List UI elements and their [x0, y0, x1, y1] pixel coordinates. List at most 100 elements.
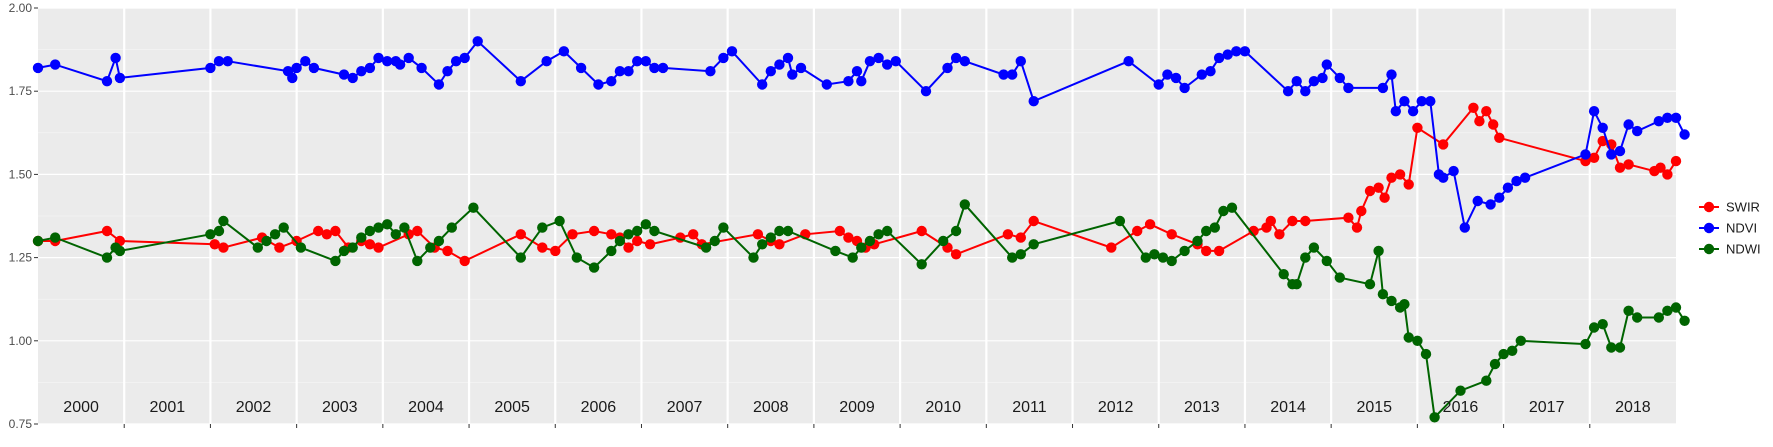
ndvi-point	[614, 66, 626, 77]
ndvi-point	[205, 62, 216, 74]
ndwi-point	[1201, 225, 1212, 237]
swir-point	[1106, 242, 1117, 253]
legend-swir-label: SWIR	[1726, 200, 1760, 215]
year-label: 2008	[753, 399, 789, 416]
swir-point	[442, 245, 453, 257]
year-label: 2017	[1529, 399, 1565, 416]
ndwi-point	[32, 235, 44, 247]
ndwi-point	[1498, 348, 1509, 360]
ndwi-point	[330, 255, 341, 267]
year-label: 2007	[667, 399, 703, 416]
ndwi-point	[1632, 312, 1643, 323]
ndwi-point	[278, 222, 289, 233]
legend: SWIR NDVI NDWI	[1699, 200, 1761, 257]
ndwi-point	[1653, 312, 1665, 323]
ndvi-point	[649, 62, 660, 74]
ndvi-point	[1196, 69, 1208, 80]
swir-point	[459, 255, 470, 267]
ndvi-point	[782, 52, 794, 64]
ndvi-point	[1162, 69, 1173, 80]
ndvi-point	[1662, 112, 1673, 124]
ndvi-point	[1606, 149, 1617, 160]
ndwi-point	[765, 232, 776, 243]
swir-point	[567, 229, 578, 240]
ndvi-point	[1291, 76, 1302, 87]
year-label: 2016	[1443, 399, 1479, 416]
ndvi-point	[442, 66, 453, 77]
ndvi-point	[821, 79, 832, 90]
ndvi-point	[1222, 49, 1233, 60]
ndwi-point	[873, 229, 884, 240]
ndwi-point	[101, 252, 113, 263]
ndwi-point	[1403, 332, 1414, 343]
ndwi-point	[748, 252, 759, 263]
ndvi-point	[623, 66, 634, 77]
ndwi-point	[338, 245, 350, 257]
legend-ndvi-marker	[1703, 222, 1715, 234]
ndwi-point	[218, 215, 229, 227]
swir-point	[950, 249, 962, 260]
ndvi-point	[1123, 56, 1134, 67]
swir-point	[1494, 132, 1505, 143]
swir-point	[1403, 179, 1414, 190]
year-label: 2018	[1615, 399, 1651, 416]
ndvi-point	[640, 56, 651, 67]
swir-point	[1213, 245, 1225, 257]
ndwi-point	[649, 225, 660, 237]
ndwi-point	[1412, 335, 1423, 346]
ndvi-point	[541, 56, 552, 67]
ndwi-point	[606, 245, 617, 257]
ndwi-point	[446, 222, 457, 233]
ndwi-point	[864, 235, 876, 247]
ndwi-point	[571, 252, 582, 263]
ndwi-point	[1278, 269, 1289, 280]
ndvi-point	[558, 46, 570, 57]
swir-point	[1201, 245, 1212, 257]
ndwi-point	[1179, 245, 1190, 257]
ndvi-point	[1679, 129, 1690, 140]
swir-point	[1379, 192, 1390, 203]
year-label: 2004	[408, 399, 444, 416]
ndvi-point	[373, 52, 384, 64]
ndwi-point	[1670, 302, 1682, 313]
ndvi-point	[890, 56, 901, 67]
ndwi-point	[757, 239, 768, 250]
ndvi-point	[1597, 122, 1608, 133]
year-label: 2005	[494, 399, 530, 416]
ndwi-point	[515, 252, 526, 263]
swir-point	[606, 229, 617, 240]
series-layer	[32, 36, 1690, 423]
legend-ndvi-label: NDVI	[1726, 221, 1757, 236]
ndwi-point	[1192, 235, 1203, 247]
ndwi-point	[1662, 305, 1673, 316]
ndvi-point	[308, 62, 320, 74]
ndvi-point	[291, 62, 302, 74]
ndwi-point	[1291, 279, 1302, 290]
ndvi-point	[50, 59, 61, 70]
ndwi-point	[1489, 358, 1501, 370]
ndwi-point	[347, 242, 358, 253]
ndwi-point	[1218, 205, 1229, 217]
ndwi-point	[1623, 305, 1634, 316]
swir-point	[1015, 232, 1026, 243]
ndvi-point	[864, 56, 876, 67]
ndwi-point	[412, 255, 423, 267]
ndvi-point	[1448, 165, 1459, 177]
ndvi-point	[347, 72, 358, 84]
ndvi-point	[851, 66, 863, 77]
ndwi-point	[1157, 252, 1169, 263]
swir-point	[537, 242, 548, 253]
ndwi-point	[114, 245, 126, 257]
swir-point	[1351, 222, 1363, 233]
ndvi-point	[114, 72, 126, 84]
ndwi-point	[856, 242, 867, 253]
ndwi-point	[1149, 249, 1160, 260]
ndvi-point	[632, 56, 643, 67]
ndwi-point	[1226, 202, 1238, 213]
ndwi-point	[554, 215, 565, 227]
ndwi-point	[425, 242, 436, 253]
ndwi-point	[1321, 255, 1333, 267]
ndvi-point	[1407, 106, 1419, 117]
ndvi-point	[1213, 52, 1225, 64]
